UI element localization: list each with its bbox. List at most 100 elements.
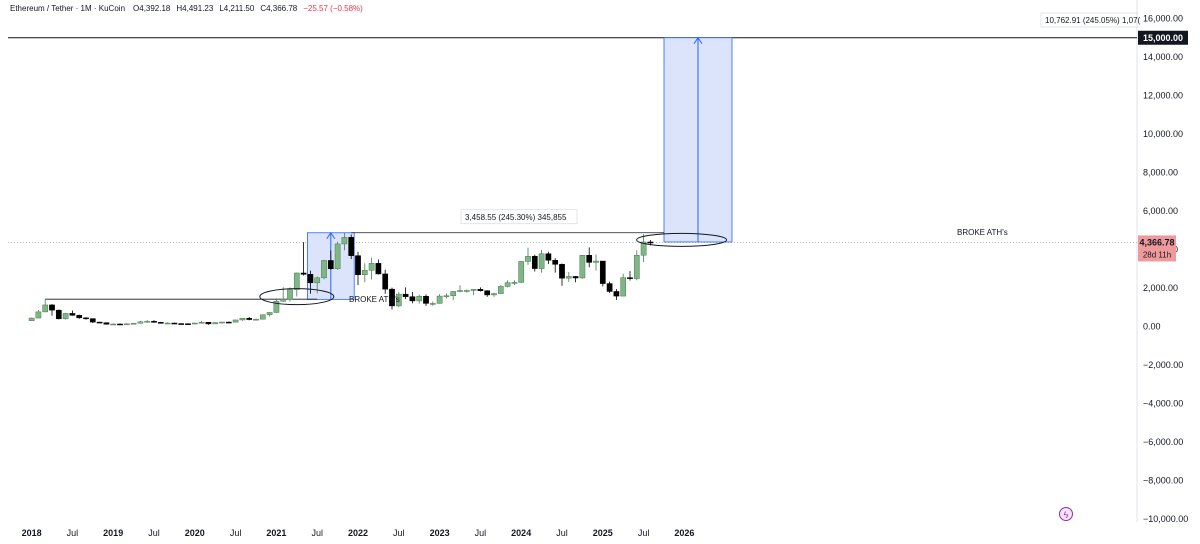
candle [518,261,525,283]
candle-body [457,290,463,292]
candle-body [300,272,307,275]
candle [423,294,429,306]
price-tick-label: 16,000.00 [1143,14,1183,24]
candle [212,322,219,325]
candle-body [307,274,314,284]
target-price-value: 15,000.00 [1143,33,1183,43]
candle-body [55,309,62,320]
candle-body [579,255,586,279]
candle [368,257,375,280]
candle-body [334,243,341,269]
candle [246,317,253,321]
candle [123,323,130,326]
time-tick-label: Jul [148,528,160,538]
candle [144,319,151,323]
price-tick-label: 12,000.00 [1143,91,1183,101]
candle [55,309,62,320]
candle [579,255,586,279]
candle-body [565,276,572,279]
candle [164,322,171,325]
candle-body [42,304,49,313]
candle [130,322,137,325]
candle-body [525,255,531,262]
candle-countdown: 28d 11h [1143,250,1171,259]
price-tick-label: −4,000.00 [1143,399,1183,409]
candle [259,314,266,320]
price-tick-label: −6,000.00 [1143,437,1183,447]
candle [191,322,198,325]
candle-body [545,253,552,261]
candle-body [552,260,559,265]
candle-body [35,311,42,319]
candle [273,298,280,313]
candle-body [538,253,545,269]
candle-body [191,322,198,325]
price-tick-label: 0.00 [1143,322,1161,332]
candle [355,251,361,286]
price-axis[interactable]: 16,000.00 14,000.00 12,000.00 10,000.00 8,00… [1138,14,1188,525]
candle-body [606,283,613,292]
candle-body [287,289,293,300]
candle [606,281,613,293]
time-tick-label: Jul [311,528,323,538]
candle-body [436,295,443,304]
candle [375,259,382,275]
candle-body [375,263,382,275]
price-tick-label: −8,000.00 [1143,476,1183,486]
candle-body [586,255,593,263]
time-tick-label: 2020 [185,528,205,538]
candle [504,280,511,288]
candle-body [511,282,518,284]
time-tick-label: 2025 [593,528,613,538]
drawings-layer [8,36,1137,300]
candle-body [205,322,212,325]
candle-body [266,312,273,316]
candle [293,272,300,297]
time-axis[interactable]: 2018 Jul 2019 Jul 2020 Jul 2021 Jul 2022 Jul 2023 J… [22,528,695,538]
candle [117,323,123,326]
time-tick-label: 2024 [511,528,531,538]
candle [497,285,504,294]
candle-body [28,317,35,321]
candle-body [314,277,321,284]
candle-body [633,255,640,279]
candle-body [450,291,457,296]
candle-body [463,290,470,292]
candle-body [470,289,477,291]
candle-body [117,323,123,326]
candle-body [76,315,83,319]
price-tick-label: −10,000.00 [1143,514,1188,524]
current-price-tag [1138,235,1176,262]
candle [593,254,599,271]
candle [89,318,96,324]
candle-body [518,261,525,283]
candle [287,287,293,302]
candle-body [259,314,266,320]
candle-body [321,260,327,279]
symbol-name[interactable]: Ethereum / Tether · 1M · KuCoin [10,4,126,13]
ohlc-open: O4,392.18 [133,4,171,13]
measure-label-2021: 3,458.55 (245.30%) 345,855 [465,213,567,222]
time-tick-label: 2018 [22,528,42,538]
candle [511,280,518,286]
candle-body [531,255,538,269]
candle-body [368,263,375,271]
time-tick-label: 2026 [674,528,694,538]
measure-arrowhead-2021 [326,231,336,240]
lightning-icon[interactable]: ϟ [1059,507,1073,521]
candle-body [593,260,599,263]
overlay-layer: BROKE ATH's BROKE ATH's 3,458.55 (245.30%)… [259,12,1141,306]
candle-body [62,313,69,320]
candle-body [293,272,300,290]
candle [239,317,246,321]
ohlc-close: C4,366.78 [260,4,298,13]
candle-body [253,318,259,321]
candle [599,260,606,287]
candle-body [96,321,103,324]
candle [83,317,89,320]
measure-label-box-2025 [1040,12,1138,28]
candle [409,292,416,304]
candle [69,310,76,316]
candle-body [355,255,361,275]
